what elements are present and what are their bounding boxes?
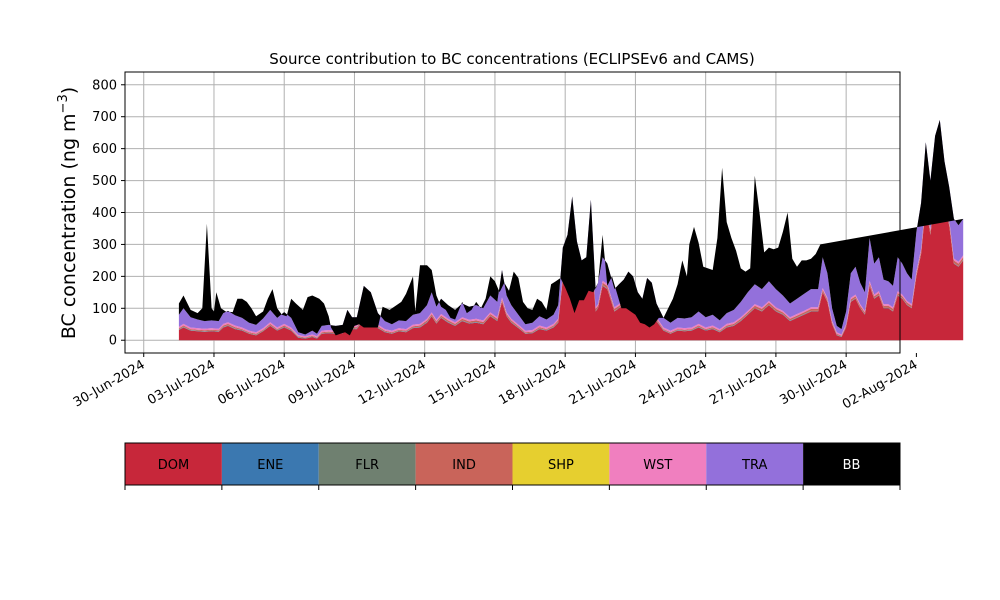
y-tick-label: 700 xyxy=(92,110,117,125)
legend-swatch-shp xyxy=(512,443,610,485)
legend-label-ind: IND xyxy=(452,458,476,473)
y-tick-label: 800 xyxy=(92,78,117,93)
x-tick-label: 27-Jul-2024 xyxy=(707,357,780,408)
x-tick-label: 12-Jul-2024 xyxy=(356,357,429,408)
stacked-areas xyxy=(178,119,964,341)
x-tick-label: 06-Jul-2024 xyxy=(215,357,288,408)
x-tick-label: 30-Jun-2024 xyxy=(71,357,148,410)
legend-label-flr: FLR xyxy=(355,458,379,473)
y-tick-label: 300 xyxy=(92,238,117,253)
y-axis-label: BC concentration (ng m−3) xyxy=(56,87,80,339)
x-tick-label: 24-Jul-2024 xyxy=(637,357,710,408)
legend-label-ene: ENE xyxy=(257,458,283,473)
legend-swatch-tra xyxy=(706,443,804,485)
x-axis-ticks: 30-Jun-202403-Jul-202406-Jul-202409-Jul-… xyxy=(71,353,920,413)
legend-label-tra: TRA xyxy=(741,458,767,473)
legend-swatch-flr xyxy=(318,443,416,485)
x-tick-label: 02-Aug-2024 xyxy=(840,357,920,412)
legend-label-wst: WST xyxy=(643,458,672,473)
y-axis-label-superscript: −3 xyxy=(56,94,71,113)
x-tick-label: 15-Jul-2024 xyxy=(426,357,499,408)
legend-swatch-ene xyxy=(221,443,319,485)
area-bb xyxy=(178,119,964,336)
y-tick-label: 200 xyxy=(92,270,117,285)
y-tick-label: 100 xyxy=(92,302,117,317)
x-tick-label: 03-Jul-2024 xyxy=(145,357,218,408)
chart-title: Source contribution to BC concentrations… xyxy=(269,50,754,68)
y-tick-label: 600 xyxy=(92,142,117,157)
legend-swatch-dom xyxy=(125,443,222,485)
y-axis-label-close: ) xyxy=(58,87,80,94)
x-tick-label: 30-Jul-2024 xyxy=(777,357,850,408)
x-tick-label: 21-Jul-2024 xyxy=(567,357,640,408)
legend-swatch-ind xyxy=(415,443,513,485)
legend-swatch-bb xyxy=(803,443,900,485)
legend-label-shp: SHP xyxy=(548,458,574,473)
y-tick-label: 0 xyxy=(109,334,117,349)
y-axis-label-main: BC concentration (ng m xyxy=(58,113,80,339)
y-tick-label: 500 xyxy=(92,174,117,189)
x-tick-label: 18-Jul-2024 xyxy=(496,357,569,408)
legend-swatch-wst xyxy=(609,443,707,485)
legend-label-bb: BB xyxy=(843,458,861,473)
legend-colorbar: DOM ENE FLR IND SHP WST TRA BB xyxy=(124,442,901,490)
legend-label-dom: DOM xyxy=(158,458,189,473)
legend-frame xyxy=(124,442,901,486)
y-axis-ticks: 0 100 200 300 400 500 600 700 800 xyxy=(92,78,125,349)
y-tick-label: 400 xyxy=(92,206,117,221)
x-tick-label: 09-Jul-2024 xyxy=(286,357,359,408)
